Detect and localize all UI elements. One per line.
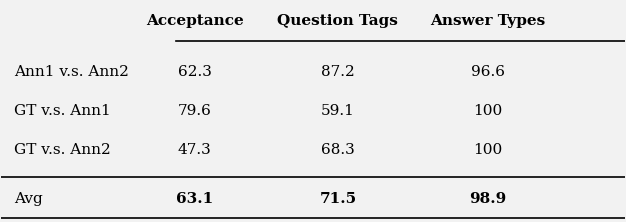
Text: GT v.s. Ann1: GT v.s. Ann1 — [14, 104, 111, 118]
Text: Avg: Avg — [14, 192, 43, 206]
Text: 47.3: 47.3 — [178, 143, 212, 157]
Text: Question Tags: Question Tags — [277, 14, 398, 28]
Text: 59.1: 59.1 — [321, 104, 355, 118]
Text: 98.9: 98.9 — [469, 192, 506, 206]
Text: GT v.s. Ann2: GT v.s. Ann2 — [14, 143, 111, 157]
Text: Ann1 v.s. Ann2: Ann1 v.s. Ann2 — [14, 65, 129, 79]
Text: 63.1: 63.1 — [176, 192, 213, 206]
Text: 79.6: 79.6 — [178, 104, 212, 118]
Text: 68.3: 68.3 — [321, 143, 355, 157]
Text: 71.5: 71.5 — [319, 192, 356, 206]
Text: 62.3: 62.3 — [178, 65, 212, 79]
Text: 100: 100 — [473, 104, 502, 118]
Text: 96.6: 96.6 — [471, 65, 505, 79]
Text: Acceptance: Acceptance — [146, 14, 244, 28]
Text: 100: 100 — [473, 143, 502, 157]
Text: Answer Types: Answer Types — [430, 14, 545, 28]
Text: 87.2: 87.2 — [321, 65, 355, 79]
